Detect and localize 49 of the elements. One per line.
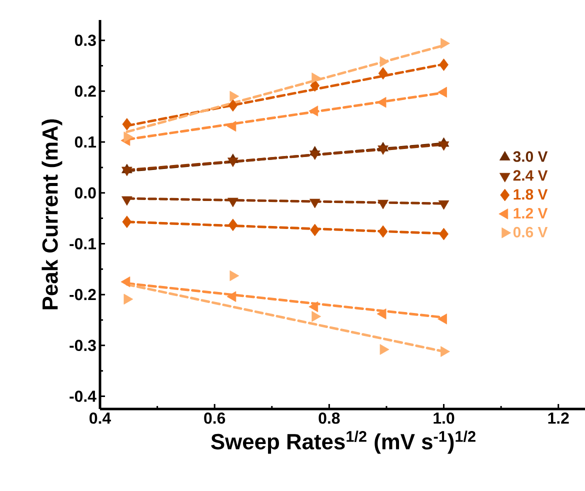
- point: [310, 224, 320, 236]
- legend-label: 2.4 V: [513, 170, 548, 181]
- point: [308, 301, 318, 312]
- point: [439, 58, 448, 71]
- point: [122, 166, 132, 176]
- point: [309, 198, 320, 208]
- point: [308, 106, 318, 116]
- point: [124, 294, 134, 305]
- y-tick-label: 0.0: [74, 187, 96, 199]
- legend-label: 0.6 V: [513, 226, 548, 238]
- legend-label: 1.2 V: [514, 208, 548, 218]
- point: [226, 120, 236, 132]
- point: [439, 228, 448, 240]
- x-tick-label: 0.6: [204, 412, 226, 424]
- point: [228, 198, 238, 208]
- point: [376, 308, 386, 320]
- point: [228, 158, 238, 168]
- y-tick-label: 0.3: [74, 34, 96, 46]
- point: [378, 225, 388, 238]
- point: [438, 86, 447, 98]
- point: [438, 141, 450, 151]
- y-tick-label: -0.3: [70, 340, 96, 352]
- x-tick-label: 1.0: [434, 412, 454, 424]
- point: [438, 200, 450, 210]
- point: [378, 67, 388, 80]
- x-tick-label: 1.2: [548, 412, 569, 424]
- point: [378, 200, 388, 210]
- point: [124, 132, 134, 142]
- point: [226, 291, 236, 302]
- point: [122, 216, 132, 228]
- point: [122, 118, 132, 130]
- legend-label: 3.0 V: [513, 151, 548, 162]
- y-axis-title: Peak Current (mA): [42, 119, 62, 310]
- point: [378, 145, 388, 155]
- point: [122, 196, 132, 206]
- point: [309, 150, 320, 160]
- y-tick-label: 0.1: [74, 136, 96, 148]
- legend-label: 1.8 V: [514, 189, 548, 200]
- x-tick-label: 0.4: [90, 412, 111, 424]
- y-tick-label: 0.2: [74, 86, 96, 97]
- point: [310, 79, 320, 92]
- x-tick-label: 0.8: [318, 412, 340, 424]
- y-tick-label: -0.2: [70, 288, 96, 300]
- y-tick-label: -0.1: [70, 238, 96, 250]
- point: [438, 314, 447, 324]
- y-tick-label: -0.4: [70, 390, 96, 402]
- point: [228, 99, 238, 112]
- point: [228, 218, 238, 232]
- x-axis-title: Sweep Rates$^{1/2}$ (mV s$^{-1}$)$^{1/2}$: [211, 430, 476, 454]
